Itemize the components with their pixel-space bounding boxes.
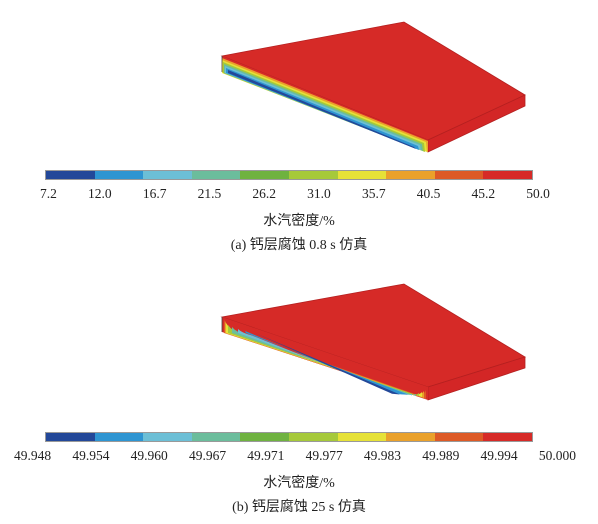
colorbar-swatch — [240, 433, 289, 441]
colorbar-swatch — [143, 171, 192, 179]
tick-label: 49.977 — [305, 448, 343, 463]
tick-label: 31.0 — [307, 186, 331, 201]
colorbar-swatch — [143, 433, 192, 441]
tick-label: 49.983 — [363, 448, 401, 463]
figure-caption-b: (b) 钙层腐蚀 25 s 仿真 — [232, 500, 366, 515]
colorbar-ticks-a: 7.2 12.0 16.7 21.5 26.2 31.0 35.7 40.5 4… — [40, 186, 550, 202]
tick-label: 40.5 — [416, 186, 441, 201]
slab-front-face-b — [222, 317, 428, 400]
tick-label: 16.7 — [142, 186, 167, 201]
colorbar-swatch — [434, 171, 484, 179]
tick-label: 49.954 — [72, 448, 110, 463]
tick-label: 49.971 — [247, 448, 285, 463]
tick-label: 49.967 — [188, 448, 227, 463]
tick-label: 49.960 — [130, 448, 168, 463]
tick-label: 49.948 — [14, 448, 52, 463]
colorbar-swatch — [46, 171, 95, 179]
colorbar-swatch — [386, 433, 435, 441]
colorbar-swatch — [288, 433, 338, 441]
tick-label: 35.7 — [361, 186, 386, 201]
colorbar-swatch — [337, 171, 387, 179]
colorbar-swatch — [483, 433, 532, 441]
colorbar-swatch — [434, 433, 484, 441]
colorbar-swatch — [483, 171, 532, 179]
colorbar-swatch — [46, 433, 95, 441]
tick-label: 26.2 — [252, 186, 276, 201]
slab-render-b — [220, 283, 526, 401]
tick-label: 49.994 — [480, 448, 518, 463]
band-darkblue-b — [255, 333, 400, 395]
colorbar-swatch — [191, 433, 241, 441]
colorbar-swatch — [191, 171, 241, 179]
band-darkblue-a — [228, 70, 416, 149]
tick-label: 12.0 — [88, 186, 112, 201]
colorbar-unit-label-a: 水汽密度/% — [263, 214, 335, 229]
figure-caption-a: (a) 钙层腐蚀 0.8 s 仿真 — [230, 238, 368, 253]
colorbar-swatch — [386, 171, 435, 179]
colorbar-unit-label-b: 水汽密度/% — [263, 476, 335, 491]
tick-label: 49.989 — [422, 448, 460, 463]
colorbar-ticks-b: 49.948 49.954 49.960 49.967 49.971 49.97… — [14, 448, 576, 464]
tick-label: 45.2 — [471, 186, 496, 201]
tick-label: 50.000 — [538, 448, 576, 463]
band-redorange-b — [224, 319, 426, 399]
panel-a: 7.2 12.0 16.7 21.5 26.2 31.0 35.7 40.5 4… — [40, 21, 550, 253]
tick-label: 7.2 — [40, 186, 57, 201]
colorbar-swatch — [94, 171, 144, 179]
colorbar-swatch — [94, 433, 144, 441]
colorbar-swatch — [240, 171, 289, 179]
colorbar-swatch — [337, 433, 387, 441]
panel-b: 49.948 49.954 49.960 49.967 49.971 49.97… — [0, 262, 598, 524]
tick-label: 21.5 — [197, 186, 222, 201]
colorbar-b — [45, 432, 533, 442]
colorbar-swatch — [288, 171, 338, 179]
tick-label: 50.0 — [526, 186, 550, 201]
slab-render-a — [220, 21, 526, 153]
colorbar-a — [45, 170, 533, 180]
